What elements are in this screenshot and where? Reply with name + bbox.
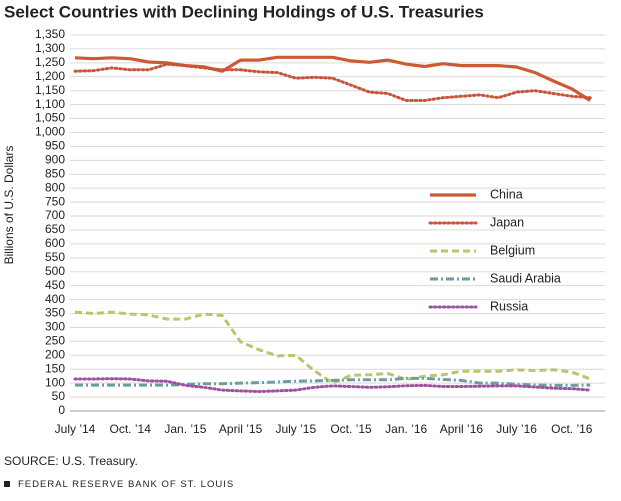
series-line — [74, 310, 591, 385]
y-tick-label: 1,350 — [35, 27, 65, 41]
x-tick-label: Oct. ’16 — [551, 422, 593, 436]
y-tick-label: 1,250 — [35, 55, 65, 69]
x-tick-label: Oct. ’15 — [330, 422, 372, 436]
x-tick-label: April ’15 — [219, 422, 263, 436]
y-axis-label: Billions of U.S. Dollars — [2, 146, 16, 265]
x-tick-label: Jan. ’15 — [164, 422, 206, 436]
legend-label: Russia — [490, 299, 528, 313]
y-tick-label: 1,100 — [35, 97, 65, 111]
x-tick-label: July ’16 — [496, 422, 537, 436]
y-tick-label: 900 — [45, 153, 65, 167]
y-tick-label: 200 — [45, 347, 65, 361]
y-tick-label: 400 — [45, 292, 65, 306]
x-tick-label: July ’14 — [55, 422, 96, 436]
y-tick-label: 1,200 — [35, 69, 65, 83]
x-tick-label: Jan. ’16 — [385, 422, 427, 436]
y-tick-label: 350 — [45, 306, 65, 320]
y-tick-label: 750 — [45, 194, 65, 208]
series-line — [75, 376, 591, 387]
y-tick-label: 0 — [58, 403, 65, 417]
y-tick-label: 1,150 — [35, 83, 65, 97]
y-tick-label: 600 — [45, 236, 65, 250]
y-tick-label: 800 — [45, 180, 65, 194]
footer-marker — [4, 481, 10, 487]
y-tick-label: 850 — [45, 166, 65, 180]
y-tick-label: 1,300 — [35, 41, 65, 55]
legend-label: China — [490, 187, 523, 201]
y-tick-label: 100 — [45, 375, 65, 389]
y-tick-label: 450 — [45, 278, 65, 292]
y-tick-label: 300 — [45, 320, 65, 334]
series-line — [73, 62, 592, 102]
series-line — [73, 377, 592, 393]
y-tick-label: 950 — [45, 139, 65, 153]
y-tick-label: 50 — [52, 389, 66, 403]
source: SOURCE: U.S. Treasury. — [4, 454, 138, 468]
x-tick-label: April ’16 — [440, 422, 484, 436]
legend-label: Saudi Arabia — [490, 271, 561, 285]
y-tick-label: 250 — [45, 334, 65, 348]
x-tick-label: July ’15 — [275, 422, 316, 436]
y-tick-label: 550 — [45, 250, 65, 264]
y-tick-label: 150 — [45, 361, 65, 375]
x-tick-label: Oct. ’14 — [110, 422, 152, 436]
chart-title: Select Countries with Declining Holdings… — [4, 2, 484, 21]
y-tick-label: 500 — [45, 264, 65, 278]
legend-label: Belgium — [490, 243, 535, 257]
y-tick-label: 1,050 — [35, 111, 65, 125]
y-tick-label: 700 — [45, 208, 65, 222]
y-tick-label: 1,000 — [35, 125, 65, 139]
footer: FEDERAL RESERVE BANK OF ST. LOUIS — [18, 479, 234, 490]
series-line — [74, 55, 592, 102]
legend-label: Japan — [490, 215, 524, 229]
y-tick-label: 650 — [45, 222, 65, 236]
